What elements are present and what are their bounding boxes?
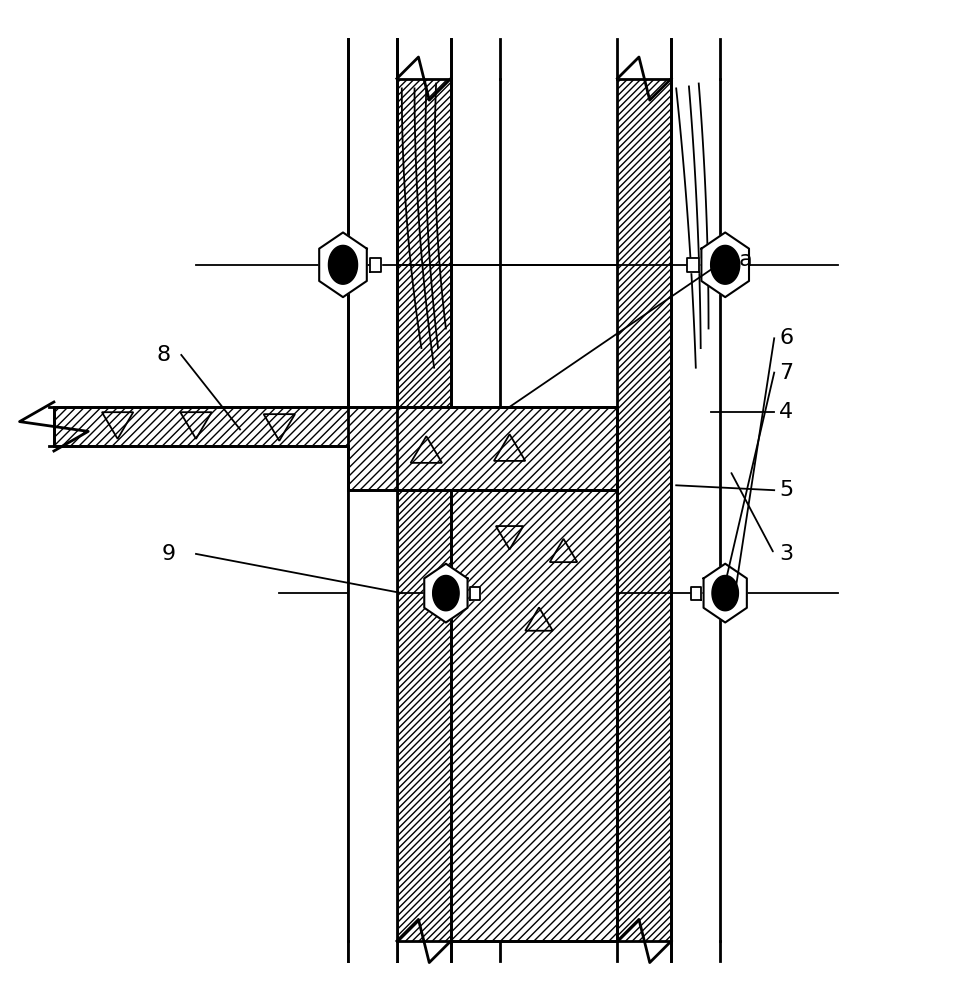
Polygon shape [470, 587, 480, 600]
Text: 5: 5 [779, 480, 794, 500]
Polygon shape [704, 564, 747, 622]
Polygon shape [687, 258, 699, 272]
Polygon shape [328, 245, 358, 284]
Polygon shape [319, 232, 367, 297]
Polygon shape [451, 490, 617, 941]
Polygon shape [54, 407, 617, 490]
Text: 4: 4 [779, 402, 793, 422]
Polygon shape [702, 232, 749, 297]
Polygon shape [348, 407, 397, 961]
Polygon shape [369, 258, 381, 272]
Polygon shape [691, 587, 701, 600]
Text: 9: 9 [162, 544, 175, 564]
Text: 8: 8 [157, 345, 171, 365]
Polygon shape [710, 245, 740, 284]
Text: 1a: 1a [725, 250, 753, 270]
Polygon shape [424, 564, 467, 622]
Text: 6: 6 [779, 328, 793, 348]
Polygon shape [617, 79, 671, 941]
Text: 7: 7 [779, 363, 793, 383]
Polygon shape [711, 575, 738, 611]
Polygon shape [397, 79, 451, 941]
Text: 3: 3 [779, 544, 793, 564]
Polygon shape [433, 575, 459, 611]
